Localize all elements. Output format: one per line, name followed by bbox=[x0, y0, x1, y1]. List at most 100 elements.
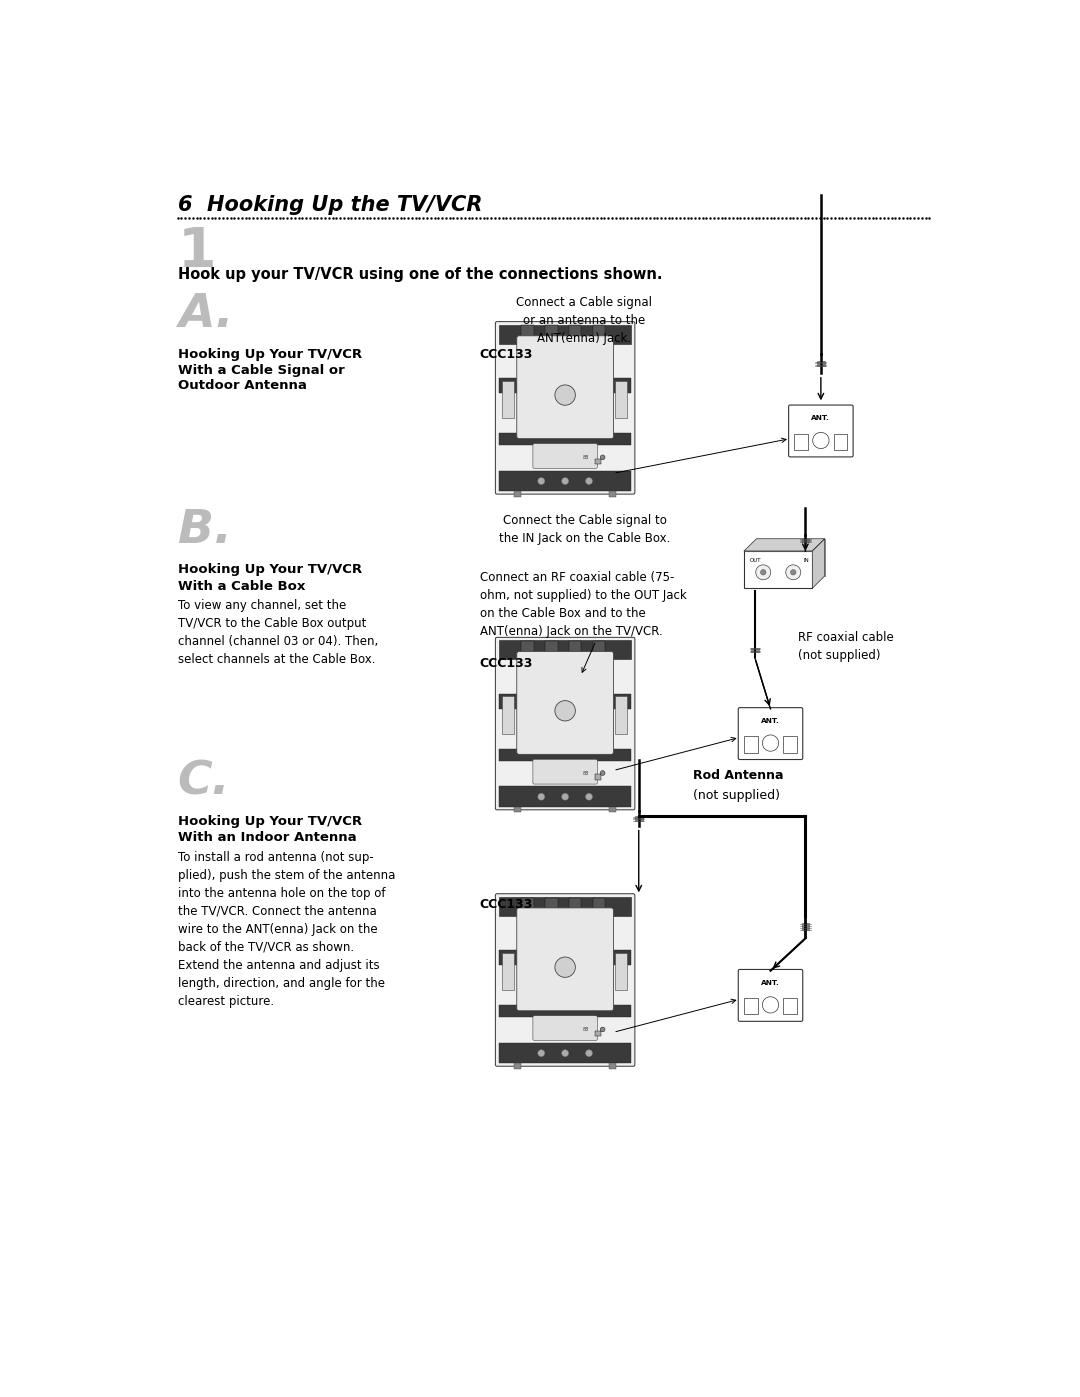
Circle shape bbox=[786, 564, 800, 580]
Bar bbox=[595, 774, 600, 780]
Bar bbox=[501, 381, 514, 418]
Bar bbox=[561, 911, 569, 916]
Text: C.: C. bbox=[177, 760, 230, 805]
Text: To install a rod antenna (not sup-
plied), push the stem of the antenna
into the: To install a rod antenna (not sup- plied… bbox=[177, 851, 395, 1007]
Bar bbox=[522, 641, 534, 657]
Text: 88: 88 bbox=[582, 455, 589, 460]
Bar bbox=[514, 492, 521, 497]
Bar bbox=[499, 324, 631, 344]
Bar bbox=[609, 492, 617, 497]
Circle shape bbox=[600, 771, 605, 775]
FancyBboxPatch shape bbox=[788, 405, 853, 457]
Bar bbox=[569, 641, 581, 657]
Bar bbox=[593, 898, 606, 914]
Bar bbox=[499, 749, 631, 761]
Bar bbox=[501, 953, 514, 990]
Bar bbox=[545, 641, 557, 657]
Bar bbox=[499, 1042, 631, 1063]
Text: IN: IN bbox=[804, 557, 809, 563]
Bar bbox=[816, 360, 825, 366]
Circle shape bbox=[600, 455, 605, 460]
Circle shape bbox=[562, 1049, 568, 1056]
Circle shape bbox=[555, 701, 576, 721]
Text: CCC133: CCC133 bbox=[480, 898, 534, 911]
Circle shape bbox=[762, 735, 779, 752]
Bar bbox=[499, 787, 631, 806]
Bar bbox=[801, 539, 809, 542]
Circle shape bbox=[756, 564, 771, 580]
FancyBboxPatch shape bbox=[516, 908, 613, 1011]
Bar bbox=[561, 655, 569, 659]
Text: Hooking Up Your TV/VCR: Hooking Up Your TV/VCR bbox=[177, 816, 362, 828]
FancyBboxPatch shape bbox=[532, 1016, 597, 1041]
Bar bbox=[595, 1031, 600, 1037]
Text: With an Indoor Antenna: With an Indoor Antenna bbox=[177, 831, 356, 844]
Text: ANT.: ANT. bbox=[761, 979, 780, 986]
Bar bbox=[615, 953, 627, 990]
FancyBboxPatch shape bbox=[739, 708, 802, 760]
Bar bbox=[615, 381, 627, 418]
Circle shape bbox=[585, 478, 593, 485]
Bar bbox=[522, 898, 534, 914]
Bar bbox=[744, 550, 812, 588]
Bar bbox=[569, 898, 581, 914]
Polygon shape bbox=[744, 539, 825, 550]
Bar bbox=[744, 997, 757, 1014]
Text: CCC133: CCC133 bbox=[480, 348, 534, 360]
Text: 6  Hooking Up the TV/VCR: 6 Hooking Up the TV/VCR bbox=[177, 194, 482, 215]
Bar bbox=[514, 1063, 521, 1069]
Bar bbox=[499, 897, 631, 916]
Bar bbox=[545, 898, 557, 914]
Circle shape bbox=[600, 1027, 605, 1032]
FancyBboxPatch shape bbox=[496, 894, 635, 1066]
Bar bbox=[593, 641, 606, 657]
FancyBboxPatch shape bbox=[532, 760, 597, 784]
Bar bbox=[569, 326, 581, 341]
Bar bbox=[499, 379, 631, 393]
Text: CCC133: CCC133 bbox=[480, 657, 534, 669]
Text: With a Cable Box: With a Cable Box bbox=[177, 580, 305, 592]
Text: Outdoor Antenna: Outdoor Antenna bbox=[177, 380, 307, 393]
Bar bbox=[635, 816, 643, 820]
Text: To view any channel, set the
TV/VCR to the Cable Box output
channel (channel 03 : To view any channel, set the TV/VCR to t… bbox=[177, 599, 378, 666]
Text: 1: 1 bbox=[177, 225, 216, 279]
Text: OUT: OUT bbox=[750, 557, 761, 563]
Circle shape bbox=[538, 793, 544, 800]
Circle shape bbox=[760, 570, 766, 576]
Circle shape bbox=[538, 1049, 544, 1056]
Bar bbox=[834, 433, 848, 450]
Text: (not supplied): (not supplied) bbox=[693, 789, 780, 802]
Bar bbox=[514, 807, 521, 812]
Bar bbox=[499, 433, 631, 446]
Bar bbox=[801, 923, 809, 929]
Circle shape bbox=[562, 478, 568, 485]
Circle shape bbox=[762, 996, 779, 1013]
Text: ANT.: ANT. bbox=[761, 718, 780, 724]
Circle shape bbox=[538, 478, 544, 485]
Bar bbox=[615, 697, 627, 733]
FancyBboxPatch shape bbox=[516, 651, 613, 754]
Bar bbox=[783, 736, 797, 753]
Text: RF coaxial cable
(not supplied): RF coaxial cable (not supplied) bbox=[798, 631, 893, 662]
Bar bbox=[522, 326, 534, 341]
Bar bbox=[593, 326, 606, 341]
Text: With a Cable Signal or: With a Cable Signal or bbox=[177, 365, 345, 377]
Text: Rod Antenna: Rod Antenna bbox=[693, 768, 783, 782]
Text: Connect an RF coaxial cable (75-
ohm, not supplied) to the OUT Jack
on the Cable: Connect an RF coaxial cable (75- ohm, no… bbox=[480, 571, 687, 638]
Text: Connect a Cable signal
or an antenna to the
ANT(enna) Jack.: Connect a Cable signal or an antenna to … bbox=[516, 296, 652, 345]
FancyBboxPatch shape bbox=[496, 321, 635, 495]
Text: Hook up your TV/VCR using one of the connections shown.: Hook up your TV/VCR using one of the con… bbox=[177, 267, 662, 282]
Text: B.: B. bbox=[177, 509, 231, 553]
Polygon shape bbox=[812, 539, 825, 588]
Bar bbox=[499, 471, 631, 490]
Circle shape bbox=[812, 432, 829, 448]
Circle shape bbox=[585, 793, 593, 800]
Circle shape bbox=[555, 957, 576, 978]
Bar bbox=[561, 339, 569, 344]
Bar bbox=[751, 648, 759, 652]
Bar bbox=[609, 807, 617, 812]
FancyBboxPatch shape bbox=[739, 970, 802, 1021]
Bar bbox=[783, 997, 797, 1014]
Bar bbox=[499, 1004, 631, 1017]
Bar bbox=[545, 326, 557, 341]
